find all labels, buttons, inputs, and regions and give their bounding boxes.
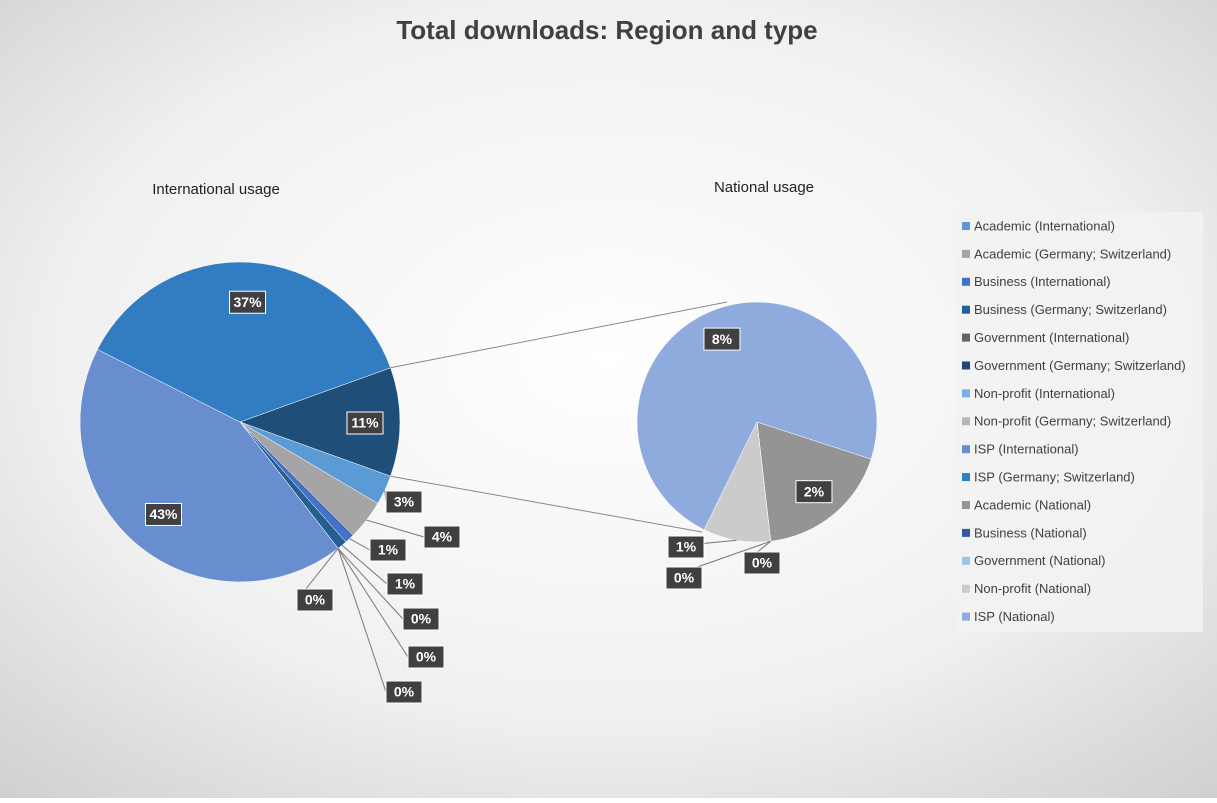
legend-label: ISP (International) (974, 442, 1079, 457)
data-label-box (145, 502, 183, 526)
data-label-box (665, 566, 703, 590)
leader-line (337, 548, 404, 620)
legend-label: Non-profit (International) (974, 386, 1115, 401)
legend-swatch (962, 528, 970, 537)
pie-slice (239, 367, 401, 477)
leader-line (337, 548, 409, 658)
leader-line (366, 519, 425, 538)
data-label-box (346, 411, 384, 435)
pie-slice (97, 261, 391, 423)
legend-swatch (962, 584, 970, 593)
legend-swatch (962, 473, 970, 482)
pie-title: National usage (714, 179, 814, 196)
legend-label: ISP (National) (974, 609, 1055, 624)
data-label-box (795, 480, 833, 504)
chart-title: Total downloads: Region and type (396, 15, 817, 45)
data-label: 1% (676, 539, 697, 555)
data-label: 37% (234, 294, 263, 310)
legend-label: Academic (National) (974, 497, 1091, 512)
data-label: 1% (378, 542, 399, 558)
legend-swatch (962, 249, 970, 258)
data-label: 0% (394, 684, 415, 700)
leader-line (349, 538, 371, 551)
data-label: 0% (411, 611, 432, 627)
legend-label: Non-profit (National) (974, 581, 1091, 596)
pie-slice (79, 349, 339, 583)
data-label-box (743, 551, 781, 575)
legend-label: Academic (Germany; Switzerland) (974, 246, 1171, 261)
data-label: 1% (395, 576, 416, 592)
data-label-box (423, 525, 461, 549)
data-label: 0% (752, 555, 773, 571)
data-label-box (386, 572, 424, 596)
legend-label: Government (National) (974, 553, 1106, 568)
legend-swatch (962, 333, 970, 342)
pie-title: International usage (152, 181, 280, 198)
legend-label: Non-profit (Germany; Switzerland) (974, 414, 1171, 429)
legend-swatch (962, 361, 970, 370)
legend-label: ISP (Germany; Switzerland) (974, 470, 1135, 485)
legend-swatch (962, 556, 970, 565)
legend-label: Government (Germany; Switzerland) (974, 358, 1186, 373)
legend-label: Business (National) (974, 525, 1087, 540)
data-label-box (296, 588, 334, 612)
data-label: 0% (416, 649, 437, 665)
legend-label: Government (International) (974, 330, 1129, 345)
data-label-box (369, 538, 407, 562)
legend-swatch (962, 305, 970, 314)
legend-swatch (962, 389, 970, 398)
data-label: 2% (804, 483, 825, 499)
connector-line (390, 475, 703, 533)
legend-label: Academic (International) (974, 218, 1115, 233)
legend-label: Business (Germany; Switzerland) (974, 302, 1167, 317)
data-label: 11% (351, 415, 379, 431)
data-label-box (703, 327, 741, 351)
data-label-box (385, 680, 423, 704)
data-label-box (385, 490, 423, 514)
legend-swatch (962, 612, 970, 621)
data-label: 4% (432, 529, 453, 545)
connector-line (390, 301, 728, 369)
data-label: 0% (674, 570, 695, 586)
data-label: 0% (305, 592, 326, 608)
pie-slice (636, 301, 878, 531)
legend-swatch (962, 445, 970, 454)
legend-swatch (962, 222, 970, 230)
data-label-box (229, 290, 267, 314)
leader-line (337, 548, 387, 693)
legend-label: Business (International) (974, 274, 1111, 289)
legend-swatch (962, 501, 970, 509)
data-label-box (667, 535, 705, 559)
data-label: 43% (149, 506, 178, 522)
leader-line (341, 544, 388, 585)
data-label-box (402, 607, 440, 631)
legend-swatch (962, 277, 970, 286)
data-label: 3% (394, 494, 415, 510)
data-label-box (407, 645, 445, 669)
legend-box (955, 212, 1203, 632)
data-label: 8% (712, 331, 733, 347)
legend-swatch (962, 417, 970, 426)
